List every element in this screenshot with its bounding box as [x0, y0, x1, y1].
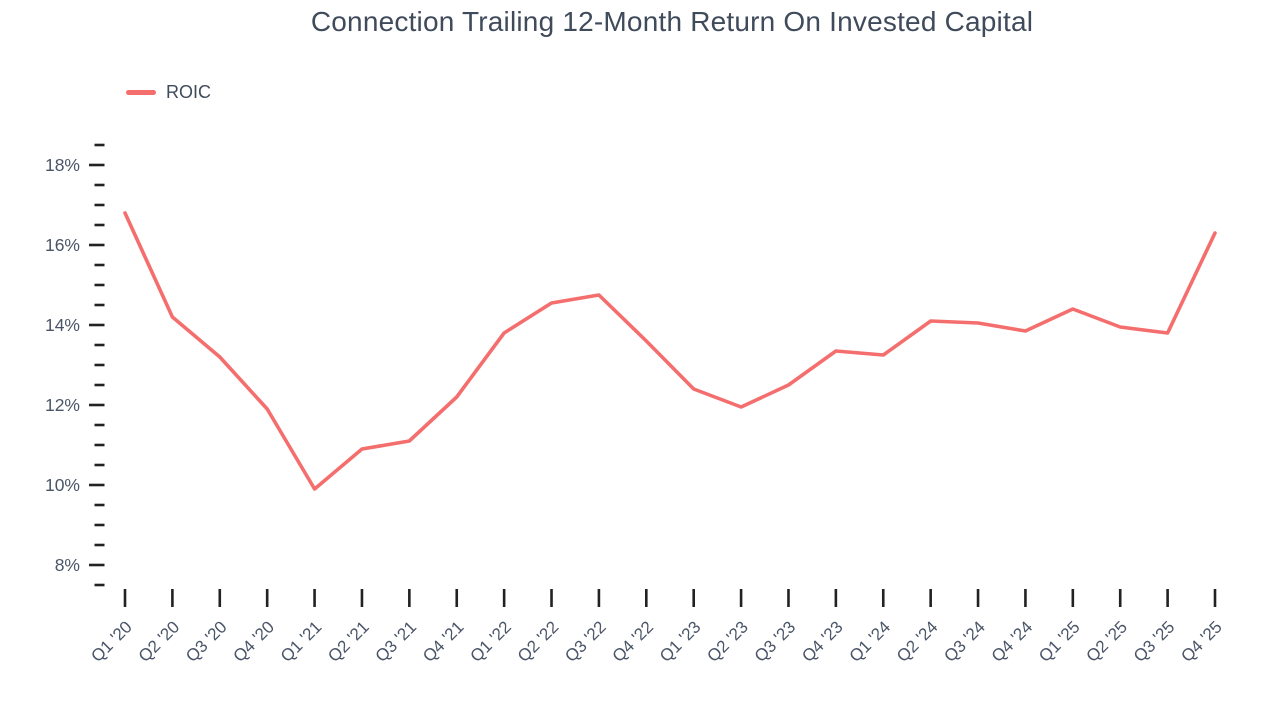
chart-title: Connection Trailing 12-Month Return On I… — [310, 6, 1034, 37]
x-axis-label: Q1 '23 — [656, 617, 704, 665]
legend-line-swatch-icon — [126, 90, 156, 95]
x-axis-label: Q3 '22 — [561, 617, 609, 665]
x-axis-label: Q3 '21 — [372, 617, 420, 665]
y-axis-label: 12% — [45, 395, 80, 415]
x-axis-label: Q3 '20 — [182, 617, 230, 665]
legend-item-roic[interactable]: ROIC — [126, 82, 211, 103]
x-axis-label: Q4 '22 — [609, 617, 657, 665]
legend-label: ROIC — [166, 82, 211, 102]
y-axis-label: 14% — [45, 315, 80, 335]
x-axis-label: Q1 '25 — [1035, 617, 1083, 665]
x-axis-label: Q2 '24 — [893, 617, 941, 665]
x-axis-label: Q2 '23 — [703, 617, 751, 665]
x-axis-label: Q1 '24 — [846, 617, 894, 665]
y-axis-label: 10% — [45, 475, 80, 495]
y-axis-label: 16% — [45, 235, 80, 255]
x-axis-label: Q4 '21 — [419, 617, 467, 665]
x-axis-label: Q4 '23 — [798, 617, 846, 665]
y-axis-label: 8% — [55, 555, 80, 575]
x-axis-label: Q1 '22 — [466, 617, 514, 665]
legend: ROIC — [126, 82, 211, 103]
x-axis-label: Q2 '22 — [514, 617, 562, 665]
x-axis-label: Q2 '20 — [135, 617, 183, 665]
x-axis-label: Q1 '21 — [277, 617, 325, 665]
x-axis-label: Q3 '24 — [940, 617, 988, 665]
x-axis-label: Q4 '24 — [988, 617, 1036, 665]
roic-series-line — [123, 211, 1217, 491]
x-axis-label: Q1 '20 — [87, 617, 135, 665]
x-axis-label: Q2 '21 — [324, 617, 372, 665]
x-axis-label: Q4 '25 — [1177, 617, 1225, 665]
x-axis-label: Q4 '20 — [230, 617, 278, 665]
x-axis-label: Q3 '23 — [751, 617, 799, 665]
x-axis-label: Q3 '25 — [1130, 617, 1178, 665]
x-axis-label: Q2 '25 — [1083, 617, 1131, 665]
y-axis-label: 18% — [45, 155, 80, 175]
